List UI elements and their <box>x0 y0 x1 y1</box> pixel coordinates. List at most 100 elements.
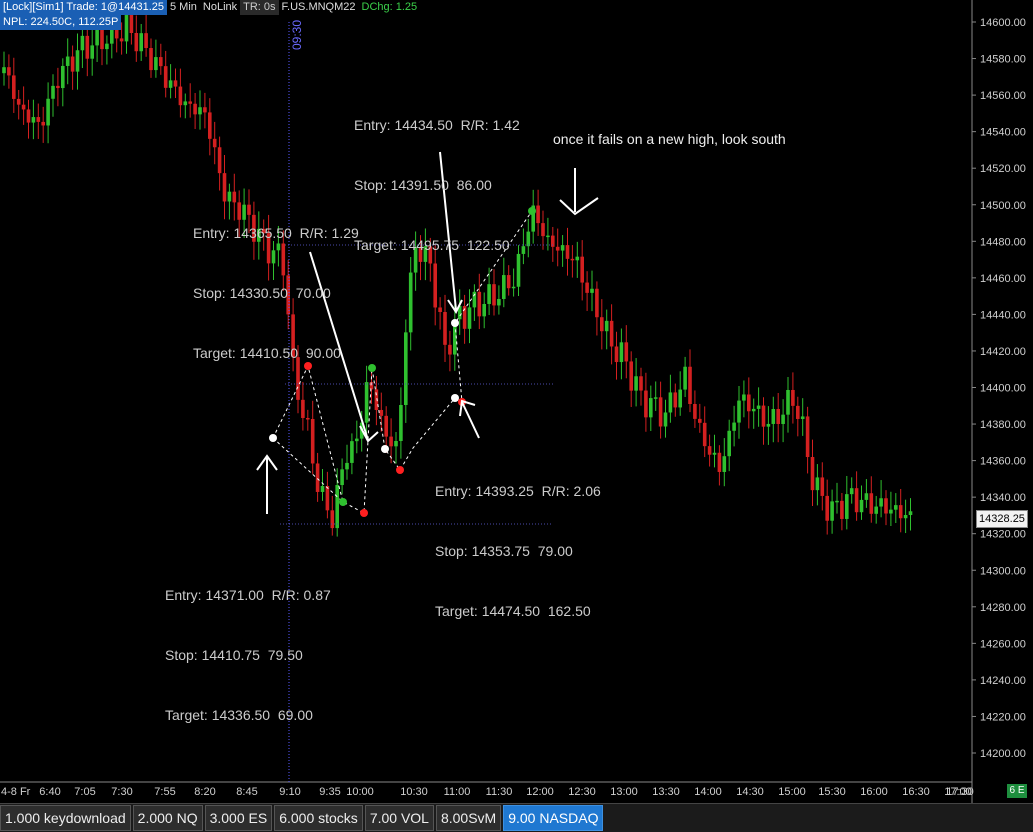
candle-body <box>467 307 472 329</box>
trade4-entry: Entry: 14371.00 R/R: 0.87 <box>165 587 331 603</box>
page-tab[interactable]: 1.000 keydownload <box>0 805 131 831</box>
page-tab[interactable]: 2.000 NQ <box>132 805 203 831</box>
candle-body <box>791 389 795 406</box>
price-tick-label: 14400.00 <box>980 383 1026 395</box>
page-tab[interactable]: 3.000 ES <box>204 805 273 831</box>
candle-body <box>301 399 305 418</box>
candle-body <box>345 462 349 470</box>
price-tick-label: 14260.00 <box>980 638 1026 650</box>
trade-connector <box>272 437 344 503</box>
trade-marker <box>396 466 404 474</box>
candle-body <box>903 515 908 519</box>
price-tick-label: 14300.00 <box>980 565 1026 577</box>
candle-body <box>590 288 594 293</box>
candle-body <box>487 284 491 304</box>
page-tab[interactable]: 8.00SvM <box>435 805 502 831</box>
candle-body <box>413 247 418 273</box>
page-tab[interactable]: 6.000 stocks <box>274 805 363 831</box>
candle-body <box>12 75 16 99</box>
candle-body <box>56 85 60 89</box>
chart-header: [Lock][Sim1] Trade: 1@14431.25 5 Min NoLin… <box>0 0 420 32</box>
time-tick-label: 12:30 <box>568 786 596 798</box>
time-tick-label: 7:05 <box>74 786 95 798</box>
last-price-marker: 14328.25 <box>976 510 1028 528</box>
candle-body <box>732 422 736 431</box>
candle-body <box>526 231 531 247</box>
candle-body <box>423 246 428 262</box>
price-tick-label: 14280.00 <box>980 602 1026 614</box>
time-tick-label: 14:30 <box>736 786 764 798</box>
candle-body <box>869 493 874 514</box>
candle-body <box>222 173 227 202</box>
candle-body <box>100 25 104 50</box>
candle-body <box>394 440 398 447</box>
candle-body <box>693 404 697 419</box>
time-tick-label: 17:30 <box>946 786 974 798</box>
candle-body <box>212 138 217 148</box>
time-tick-label: 12:00 <box>526 786 554 798</box>
trade-marker <box>368 364 376 372</box>
page-tab[interactable]: 9.00 NASDAQ <box>503 805 604 831</box>
candle-body <box>144 33 148 49</box>
candle-body <box>595 288 599 318</box>
page-tab[interactable]: 7.00 VOL <box>364 805 434 831</box>
candle-body <box>722 456 727 472</box>
candle-body <box>183 101 188 106</box>
candle-body <box>389 436 393 447</box>
candle-body <box>845 494 849 519</box>
candle-body <box>619 342 624 363</box>
candle-body <box>668 392 673 413</box>
down-arrow <box>559 168 599 216</box>
candle-body <box>810 457 815 491</box>
chart-note: once it fails on a new high, look south <box>553 131 786 147</box>
header-item: [Lock][Sim1] Trade: 1@14431.25 <box>0 0 167 15</box>
candle-body <box>894 505 898 510</box>
candle-body <box>325 486 330 511</box>
candle-body <box>261 228 266 234</box>
candle-body <box>825 495 829 521</box>
trade-marker <box>339 498 347 506</box>
candle-body <box>36 117 41 122</box>
candle-body <box>634 376 638 391</box>
candle-body <box>472 291 477 308</box>
candle-body <box>565 245 570 259</box>
candle-body <box>257 228 261 242</box>
candle-body <box>428 246 433 264</box>
trade2-annotation: Entry: 14434.50 R/R: 1.42 Stop: 14391.50… <box>354 75 520 275</box>
candle-body <box>21 104 26 110</box>
candle-body <box>252 214 256 242</box>
candle-body <box>898 505 903 519</box>
time-tick-label: 9:35 <box>319 786 340 798</box>
candle-body <box>119 38 124 42</box>
candle-body <box>355 438 359 442</box>
candle-body <box>800 416 805 419</box>
candle-body <box>502 275 506 299</box>
price-tick-label: 14500.00 <box>980 200 1026 212</box>
candle-body <box>433 263 437 308</box>
candle-body <box>266 233 271 264</box>
price-tick-label: 14480.00 <box>980 236 1026 248</box>
header-line1: [Lock][Sim1] Trade: 1@14431.25 5 Min NoLin… <box>0 0 420 15</box>
candle-body <box>570 258 575 261</box>
candle-body <box>105 43 109 50</box>
candle-body <box>271 250 276 264</box>
candle-body <box>286 275 290 315</box>
candle-body <box>707 446 712 455</box>
corner-badge[interactable]: 6 E <box>1007 784 1027 798</box>
candle-body <box>477 291 482 317</box>
down-arrow <box>309 251 379 443</box>
candle-body <box>649 398 653 418</box>
candle-body <box>41 121 45 126</box>
candle-body <box>506 275 511 289</box>
time-tick-label: 13:00 <box>610 786 638 798</box>
candle-body <box>747 394 751 412</box>
candle-body <box>673 392 678 408</box>
candle-body <box>712 452 717 455</box>
candle-body <box>884 498 888 514</box>
candle-body <box>75 50 80 72</box>
price-tick-label: 14580.00 <box>980 54 1026 66</box>
candle-body <box>110 17 114 44</box>
trade-marker <box>528 207 536 215</box>
candle-body <box>859 499 864 513</box>
